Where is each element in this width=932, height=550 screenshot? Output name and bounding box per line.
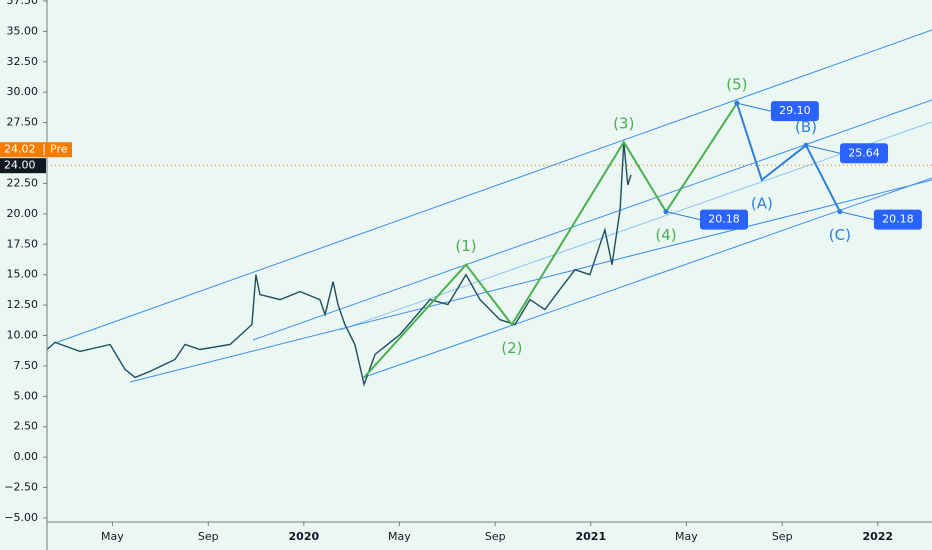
y-tick-label: 20.00: [7, 207, 39, 220]
wave-label: (1): [455, 237, 476, 255]
plot: (1) (2) (3) (4) 20.18 (5) 29.10 (A) (B) 25.64 (C) 2…: [46, 76, 932, 387]
wave-label: (4): [655, 226, 676, 244]
x-tick-label: Sep: [485, 530, 506, 543]
y-tick-label: 0.00: [14, 450, 39, 463]
last-price-tag: [0, 158, 46, 174]
pre-price-tag: [0, 142, 72, 158]
y-tick-label: 17.50: [7, 237, 39, 250]
y-tick-label: 2.50: [14, 420, 39, 433]
price-box: [699, 209, 748, 230]
y-tick-label: 12.50: [7, 298, 39, 311]
wave-label: (B): [795, 118, 817, 136]
channel-upper: [54, 29, 932, 344]
y-tick-label: 30.00: [7, 85, 39, 98]
wave-label: (A): [751, 194, 773, 212]
x-tick-label: Sep: [772, 530, 793, 543]
pre-price-tag-label: Pre: [50, 143, 68, 156]
wave-connector: [665, 211, 701, 221]
x-tick-label: 2020: [289, 530, 320, 543]
channel-lower: [129, 179, 932, 383]
y-tick-label: −2.50: [4, 481, 38, 494]
wave-label: (C): [829, 226, 851, 244]
x-tick-label: Sep: [198, 530, 219, 543]
price-box: [770, 101, 819, 122]
price-box: [840, 143, 889, 164]
x-tick-label: May: [101, 530, 124, 543]
price-box-label: 29.10: [779, 104, 811, 117]
price-box-label: 20.18: [708, 213, 740, 226]
y-tick-label: 7.50: [14, 359, 39, 372]
x-tick-label: May: [388, 530, 411, 543]
price-box: [873, 209, 922, 230]
price-box-label: 20.18: [882, 213, 914, 226]
wave-label: (3): [613, 115, 634, 133]
wave-path: [363, 102, 738, 379]
y-tick-label: 37.50: [7, 0, 39, 7]
last-price-label: 24.00: [4, 159, 36, 172]
y-tick-label: 5.00: [14, 389, 39, 402]
channel-mid: [252, 99, 932, 341]
wave-path: [735, 102, 841, 213]
y-tick-label: −5.00: [4, 511, 38, 524]
wave-label: (5): [726, 76, 747, 94]
y-tick-label: 10.00: [7, 329, 39, 342]
x-tick-label: 2021: [575, 530, 606, 543]
y-tick-label: 15.00: [7, 268, 39, 281]
wave-connector: [839, 211, 874, 221]
wave-label: (2): [501, 339, 522, 357]
wave-connector: [805, 144, 841, 154]
channel-lower-2: [361, 177, 932, 379]
y-tick-label: 27.50: [7, 116, 39, 129]
x-tick-label: May: [675, 530, 698, 543]
price-box-label: 25.64: [848, 146, 880, 159]
wave-connector: [736, 102, 771, 112]
y-tick-label: 32.50: [7, 55, 39, 68]
price-line: [46, 142, 632, 387]
x-tick-label: 2022: [862, 530, 893, 543]
pre-price-label: 24.02: [4, 143, 36, 156]
y-tick-label: 22.50: [7, 176, 39, 189]
y-tick-label: 35.00: [7, 24, 39, 37]
